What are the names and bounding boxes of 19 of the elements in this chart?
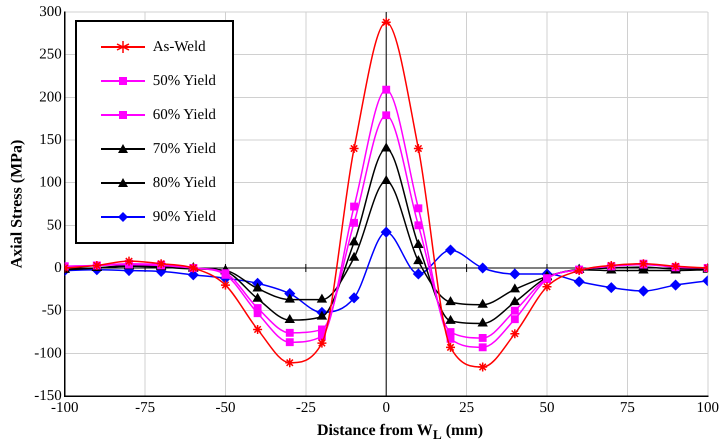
x-tick-label: 75: [620, 400, 635, 416]
y-tick-label: -50: [42, 302, 62, 319]
y-tick-label: 300: [39, 4, 62, 20]
y-tick-label: 200: [39, 89, 62, 106]
y-tick-label: 250: [39, 46, 62, 63]
y-tick-label: 150: [39, 132, 62, 148]
x-tick-label: 100: [696, 400, 719, 416]
x-tick-label: -75: [135, 400, 156, 416]
x-axis-title: Distance from W$_{L}$ (mm): [316, 422, 484, 444]
y-tick-label: 50: [46, 217, 62, 234]
y-axis-title: Axial Stress (MPa): [8, 140, 26, 268]
y-tick-label: 100: [39, 174, 62, 191]
y-tick-label: 0: [54, 260, 62, 276]
x-tick-label: 0: [382, 400, 390, 416]
x-tick-label: 25: [459, 400, 474, 416]
x-tick-label: -25: [296, 400, 316, 416]
x-tick-label: -50: [215, 400, 236, 416]
x-tick-label: 50: [539, 400, 554, 416]
y-tick-label: -100: [34, 345, 62, 362]
